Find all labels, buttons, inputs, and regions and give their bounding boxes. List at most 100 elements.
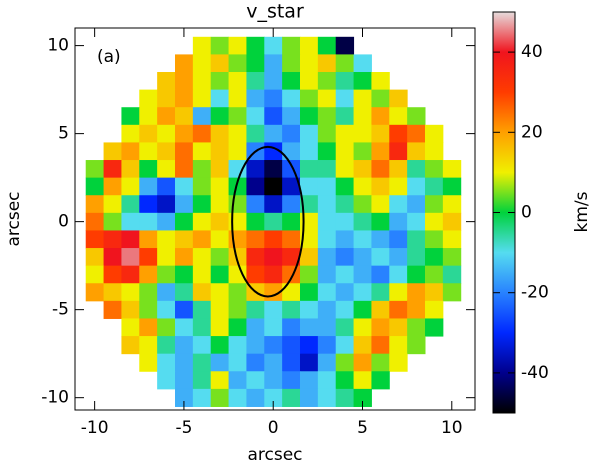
cell bbox=[282, 283, 301, 302]
cell bbox=[192, 160, 212, 179]
cell bbox=[282, 230, 301, 249]
cell bbox=[246, 212, 265, 231]
cell bbox=[353, 72, 372, 91]
cell bbox=[282, 36, 301, 55]
cell bbox=[389, 265, 408, 284]
cell bbox=[282, 142, 301, 161]
cell bbox=[121, 142, 140, 161]
cell bbox=[175, 388, 194, 407]
y-axis-label: arcsec bbox=[4, 191, 24, 246]
cell bbox=[317, 142, 337, 161]
cell bbox=[246, 300, 265, 319]
cell bbox=[353, 195, 372, 214]
cell bbox=[157, 265, 176, 284]
cell bbox=[425, 248, 444, 267]
cell bbox=[192, 230, 212, 249]
cell bbox=[407, 248, 426, 267]
cell bbox=[121, 230, 140, 249]
cell bbox=[139, 283, 158, 302]
cell bbox=[192, 336, 212, 355]
cell bbox=[389, 283, 408, 302]
cell bbox=[210, 388, 230, 407]
cell bbox=[407, 300, 426, 319]
cell bbox=[282, 248, 301, 267]
cell bbox=[210, 230, 230, 249]
cell bbox=[335, 124, 355, 143]
cell bbox=[425, 230, 444, 249]
cell bbox=[389, 336, 408, 355]
cell bbox=[317, 353, 337, 372]
cell bbox=[192, 54, 212, 73]
cell bbox=[317, 89, 337, 108]
cell bbox=[192, 353, 212, 372]
cell bbox=[210, 195, 230, 214]
cell bbox=[103, 212, 122, 231]
cell bbox=[425, 212, 444, 231]
cell bbox=[353, 230, 372, 249]
cell bbox=[228, 336, 247, 355]
cell bbox=[317, 230, 337, 249]
cell bbox=[228, 89, 247, 108]
cell bbox=[407, 195, 426, 214]
cell bbox=[121, 300, 140, 319]
cell bbox=[103, 160, 122, 179]
cell bbox=[335, 142, 355, 161]
cell bbox=[228, 160, 247, 179]
cell bbox=[139, 124, 158, 143]
cell bbox=[246, 248, 265, 267]
cell bbox=[210, 160, 230, 179]
cell bbox=[353, 124, 372, 143]
cell bbox=[157, 336, 176, 355]
cell bbox=[353, 107, 372, 126]
cell bbox=[371, 248, 390, 267]
cell bbox=[264, 300, 283, 319]
cell bbox=[246, 195, 265, 214]
cell bbox=[317, 195, 337, 214]
cell bbox=[335, 248, 355, 267]
cell bbox=[103, 283, 122, 302]
cell bbox=[192, 72, 212, 91]
cell bbox=[210, 142, 230, 161]
cell bbox=[300, 248, 319, 267]
cell bbox=[353, 248, 372, 267]
cell bbox=[282, 371, 301, 390]
y-tick-label: 10 bbox=[47, 36, 69, 56]
cell bbox=[264, 36, 283, 55]
cell bbox=[175, 124, 194, 143]
y-tick-label: -5 bbox=[52, 300, 69, 320]
cell bbox=[300, 36, 319, 55]
cell bbox=[175, 142, 194, 161]
panel-label: (a) bbox=[97, 47, 121, 67]
cell bbox=[371, 353, 390, 372]
cell bbox=[264, 318, 283, 337]
cell bbox=[264, 371, 283, 390]
colorbar-tick-label: 40 bbox=[521, 42, 543, 62]
cell bbox=[282, 336, 301, 355]
cell bbox=[192, 36, 212, 55]
cell bbox=[246, 371, 265, 390]
cell bbox=[264, 72, 283, 91]
cell bbox=[264, 265, 283, 284]
cell bbox=[121, 318, 140, 337]
cell bbox=[175, 300, 194, 319]
cell bbox=[121, 265, 140, 284]
cell bbox=[175, 371, 194, 390]
cell bbox=[389, 124, 408, 143]
cell bbox=[175, 72, 194, 91]
cell bbox=[442, 195, 462, 214]
cell bbox=[442, 248, 462, 267]
cell bbox=[121, 177, 140, 196]
cell bbox=[157, 283, 176, 302]
cell bbox=[300, 177, 319, 196]
cell bbox=[353, 283, 372, 302]
cell bbox=[300, 89, 319, 108]
cell bbox=[157, 230, 176, 249]
cell bbox=[425, 283, 444, 302]
cell bbox=[85, 265, 105, 284]
cell bbox=[175, 283, 194, 302]
cell bbox=[282, 89, 301, 108]
cell bbox=[425, 265, 444, 284]
cell bbox=[264, 230, 283, 249]
cell bbox=[264, 89, 283, 108]
